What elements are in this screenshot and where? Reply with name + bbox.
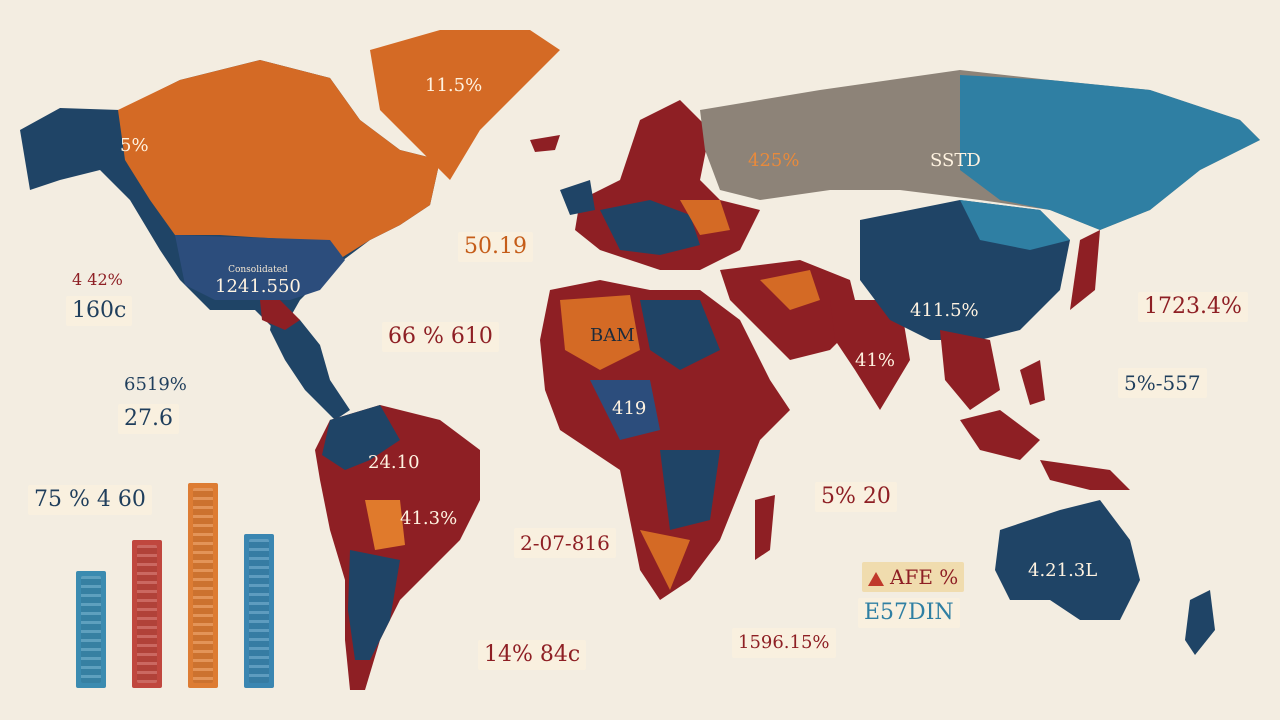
- africa: [540, 280, 790, 600]
- central-africa-label: 419: [612, 398, 646, 420]
- north-asia: [700, 70, 1260, 230]
- atlantic-callout: 66 % 610: [382, 322, 499, 352]
- north-africa-label: BAM: [590, 325, 635, 347]
- caribbean-pct-value: 6519%: [124, 374, 187, 395]
- brazil-south-value: 41.3%: [400, 508, 458, 529]
- warning-icon: [868, 571, 884, 586]
- brazil-north-label: 24.10: [368, 452, 420, 474]
- europe: [560, 100, 760, 270]
- australia-label: 4.21.3L: [1028, 560, 1097, 582]
- west-left-top-callout: 4 42%: [66, 265, 129, 295]
- greenland: [370, 30, 560, 180]
- south-bottom-callout: 14% 84c: [478, 640, 587, 670]
- europe-north-value: 50.19: [464, 234, 527, 259]
- south-asia: [720, 260, 910, 410]
- south-america: [315, 405, 480, 690]
- africa-south-callout: 2-07-816: [514, 528, 616, 558]
- south-atlantic-callout: 1596.15%: [732, 628, 836, 658]
- indian-ocean-callout: 5% 20: [815, 482, 897, 512]
- south-pacific-a-callout: AFE %: [862, 562, 965, 592]
- europe-north-callout: 50.19: [458, 232, 533, 262]
- west-left-mid-callout: 160c: [66, 296, 133, 326]
- north-africa-value: BAM: [590, 325, 635, 346]
- se-asia-callout: 5%-557: [1118, 368, 1207, 398]
- east-asia-value: 1723.4%: [1144, 294, 1242, 319]
- canada-value: 5%: [120, 135, 149, 156]
- west-left-top-value: 4 42%: [72, 270, 123, 289]
- greenland-label: 11.5%: [425, 75, 482, 97]
- china-value: 411.5%: [910, 300, 979, 321]
- india-label: 41%: [855, 350, 895, 372]
- west-left-mid-value: 160c: [72, 298, 127, 323]
- indian-ocean-value: 5% 20: [821, 484, 891, 509]
- east-asia-callout: 1723.4%: [1138, 292, 1248, 322]
- russia-east-label: SSTD: [930, 150, 981, 172]
- south-pacific-a-value: AFE %: [890, 565, 959, 589]
- left-bottom-value: 75 % 4 60: [34, 487, 146, 512]
- india-value: 41%: [855, 350, 896, 371]
- russia-west-value: 425%: [748, 150, 800, 171]
- left-bottom-callout: 75 % 4 60: [28, 485, 152, 515]
- caribbean-value: 27.6: [124, 406, 173, 431]
- australia-value: 4.21.3L: [1028, 560, 1098, 581]
- central-africa-value: 419: [612, 398, 647, 419]
- se-asia-value: 5%-557: [1124, 371, 1201, 395]
- brazil-north-value: 24.10: [368, 452, 420, 473]
- usa-value: 1241.550: [215, 276, 301, 297]
- usa-label: Consolidated 1241.550: [215, 265, 301, 298]
- russia-west-label: 425%: [748, 150, 799, 172]
- canada-label: 5%: [120, 135, 149, 157]
- north-america: [20, 60, 440, 420]
- caribbean-callout: 27.6: [118, 404, 179, 434]
- russia-east-value: SSTD: [930, 150, 981, 171]
- south-pacific-b-callout: E57DIN: [858, 598, 960, 628]
- china-label: 411.5%: [910, 300, 979, 322]
- brazil-south-label: 41.3%: [400, 508, 457, 530]
- australia: [995, 500, 1140, 620]
- caribbean-pct-callout: 6519%: [118, 370, 193, 400]
- usa-title: Consolidated: [228, 265, 288, 275]
- south-bottom-value: 14% 84c: [484, 642, 581, 667]
- africa-south-value: 2-07-816: [520, 531, 610, 555]
- south-pacific-b-value: E57DIN: [864, 600, 954, 625]
- southeast-asia: [960, 360, 1130, 490]
- east-asia: [860, 200, 1100, 410]
- greenland-value: 11.5%: [425, 75, 483, 96]
- south-atlantic-value: 1596.15%: [738, 632, 830, 653]
- atlantic-value: 66 % 610: [388, 324, 493, 349]
